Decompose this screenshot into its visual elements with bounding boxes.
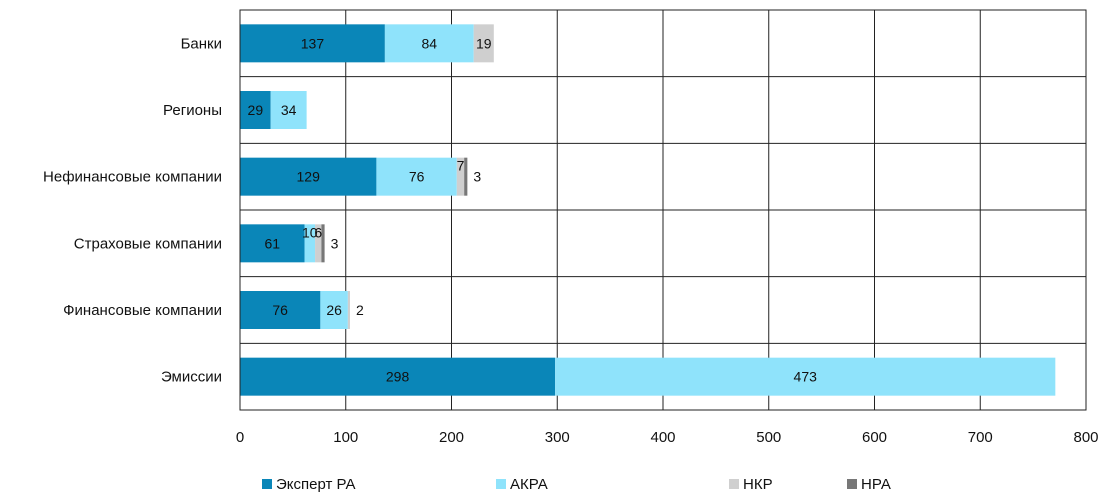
bar-эксперт-ра-страховые-компании <box>240 224 305 263</box>
legend-swatch <box>729 479 739 489</box>
bar-акра-страховые-компании <box>304 224 316 263</box>
legend: Эксперт РА АКРА НКР НРА <box>262 476 891 493</box>
bar-нра-нефинансовые-компании <box>464 157 468 196</box>
plot-area-frame <box>239 9 1087 411</box>
bar-нкр-банки <box>473 24 494 63</box>
x-tick-label: 0 <box>236 429 244 446</box>
x-tick-label: 800 <box>1073 429 1098 446</box>
data-label: 76 <box>272 302 288 318</box>
legend-item-нкр: НКР <box>729 476 773 493</box>
bar-нра-страховые-компании <box>321 224 325 263</box>
legend-swatch <box>262 479 272 489</box>
bars <box>240 24 1056 396</box>
data-label: 129 <box>297 169 321 185</box>
data-label: 10 <box>302 224 318 240</box>
legend-item-эксперт-ра: Эксперт РА <box>262 476 356 493</box>
bar-акра-банки <box>384 24 474 63</box>
x-tick-label: 100 <box>333 429 358 446</box>
data-label: 84 <box>422 35 438 51</box>
data-label: 26 <box>326 302 342 318</box>
bar-акра-финансовые-компании <box>320 291 348 329</box>
value-axis-ticks: 0 100 200 300 400 500 600 700 800 <box>236 429 1099 446</box>
category-label: Банки <box>181 35 222 52</box>
x-tick-label: 400 <box>650 429 675 446</box>
x-tick-label: 600 <box>862 429 887 446</box>
data-label: 19 <box>476 35 492 51</box>
data-label: 7 <box>457 158 465 174</box>
data-label: 6 <box>314 224 322 240</box>
data-label: 3 <box>473 169 481 185</box>
bar-акра-регионы <box>270 91 307 129</box>
data-label: 2 <box>356 302 364 318</box>
bar-эксперт-ра-нефинансовые-компании <box>240 157 377 196</box>
data-label: 29 <box>248 102 264 118</box>
grid-lines <box>239 10 1087 410</box>
category-label: Финансовые компании <box>63 302 222 319</box>
data-label: 3 <box>331 235 339 251</box>
category-axis-labels: Банки Регионы Нефинансовые компании Страхов… <box>43 35 222 385</box>
bar-нкр-финансовые-компании <box>347 291 350 329</box>
bar-эксперт-ра-регионы <box>240 91 271 129</box>
bar-нкр-страховые-компании <box>315 224 322 263</box>
legend-item-акра: АКРА <box>496 476 548 493</box>
data-label: 34 <box>281 102 297 118</box>
bar-эксперт-ра-финансовые-компании <box>240 291 321 329</box>
category-label: Регионы <box>163 102 222 119</box>
category-label: Эмиссии <box>161 369 222 386</box>
x-tick-label: 300 <box>545 429 570 446</box>
legend-swatch <box>496 479 506 489</box>
legend-item-нра: НРА <box>847 476 891 493</box>
legend-label: НРА <box>861 476 891 493</box>
x-tick-label: 700 <box>968 429 993 446</box>
data-label: 76 <box>409 169 425 185</box>
data-label: 61 <box>264 235 280 251</box>
bar-эксперт-ра-банки <box>240 24 385 63</box>
legend-swatch <box>847 479 857 489</box>
x-tick-label: 200 <box>439 429 464 446</box>
x-tick-label: 500 <box>756 429 781 446</box>
legend-label: АКРА <box>510 476 548 493</box>
bar-нкр-нефинансовые-компании <box>456 157 465 196</box>
legend-label: НКР <box>743 476 773 493</box>
bar-акра-нефинансовые-компании <box>376 157 457 196</box>
category-label: Страховые компании <box>74 235 222 252</box>
legend-label: Эксперт РА <box>276 476 356 493</box>
bar-эксперт-ра-эмиссии <box>240 357 556 396</box>
category-label: Нефинансовые компании <box>43 169 222 186</box>
data-label: 473 <box>794 369 818 385</box>
bar-акра-эмиссии <box>555 357 1056 396</box>
data-label: 298 <box>386 369 410 385</box>
data-label: 137 <box>301 35 325 51</box>
